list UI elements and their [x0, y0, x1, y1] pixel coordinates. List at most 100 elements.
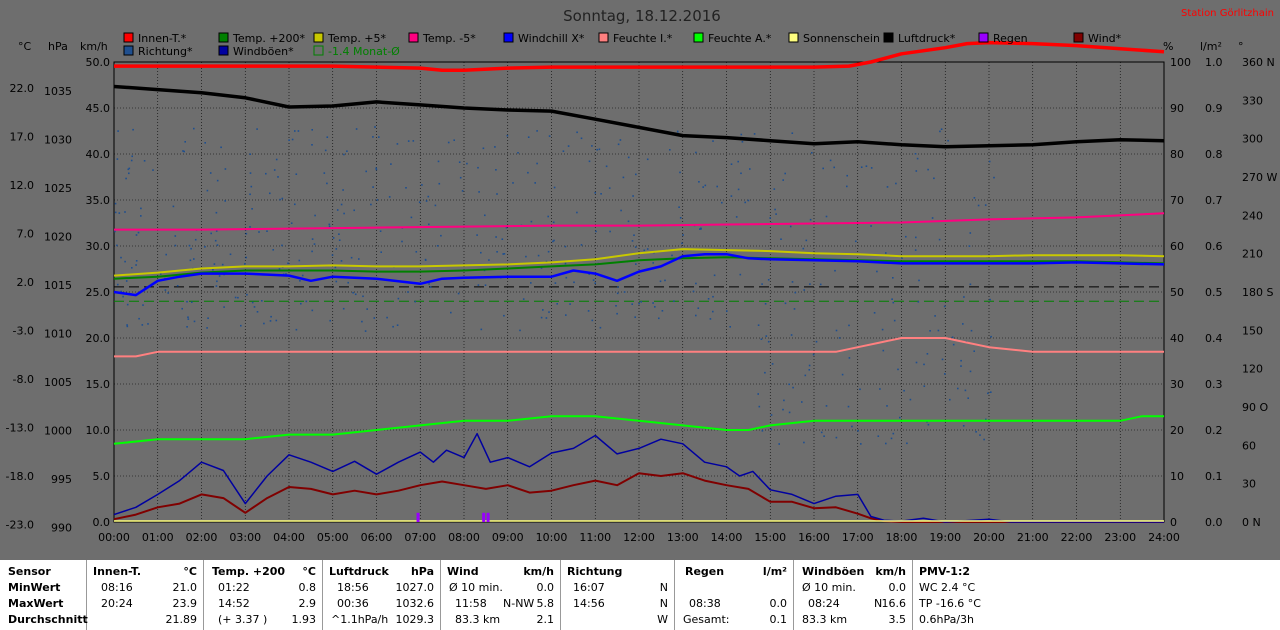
- innen-max-time: 20:24: [101, 597, 133, 610]
- richtung-point: [737, 160, 739, 163]
- richtung-point: [565, 314, 567, 316]
- richtung-point: [764, 303, 767, 305]
- richtung-point: [944, 373, 946, 375]
- richtung-point: [857, 430, 859, 432]
- richtung-point: [396, 143, 399, 145]
- richtung-point: [323, 172, 326, 174]
- regen-bar: [416, 512, 420, 522]
- richtung-point: [984, 204, 987, 206]
- richtung-point: [835, 329, 838, 332]
- richtung-point: [336, 209, 339, 211]
- richtung-point: [882, 349, 885, 352]
- richtung-point: [461, 190, 464, 192]
- richtung-point: [354, 293, 357, 296]
- richtung-point: [335, 248, 338, 250]
- richtung-point: [269, 192, 271, 195]
- y-tick-degree: 210: [1242, 248, 1263, 261]
- richtung-point: [459, 176, 462, 179]
- series-line-t200: [113, 256, 1165, 280]
- richtung-point: [778, 443, 780, 445]
- y-tick-hpa: 995: [51, 473, 72, 486]
- windboen-column: Windböen km/h Ø 10 min. 0.0 08:24 N 16.6…: [794, 560, 913, 630]
- x-tick-label: 01:00: [142, 531, 174, 544]
- richtung-point: [596, 148, 598, 151]
- richtung-point: [811, 152, 813, 154]
- richtung-point: [275, 158, 278, 161]
- richtung-point: [124, 211, 126, 213]
- x-tick-label: 16:00: [798, 531, 830, 544]
- richtung-point: [939, 130, 941, 133]
- series-line-windboen: [113, 432, 1164, 523]
- x-tick-label: 07:00: [404, 531, 436, 544]
- richtung-point: [916, 157, 919, 160]
- richtung-point: [412, 140, 415, 142]
- richtung-point: [659, 280, 662, 283]
- richtung-point: [287, 262, 289, 265]
- richtung-point: [300, 302, 302, 305]
- richtung-point: [989, 298, 991, 301]
- richtung-point: [780, 238, 782, 240]
- y-tick-percent: 40: [1170, 332, 1184, 345]
- chart-title: Sonntag, 18.12.2016: [563, 7, 721, 25]
- richtung-point: [885, 442, 887, 445]
- richtung-point: [587, 310, 590, 312]
- richtung-column: Richtung 16:07 N 14:56 N W: [561, 560, 675, 630]
- y-tick-degree: 150: [1242, 324, 1263, 337]
- richtung-point: [193, 258, 195, 260]
- legend-swatch: [123, 45, 134, 56]
- richtung-point: [848, 357, 851, 359]
- richtung-point: [737, 188, 740, 191]
- richtung-point: [918, 279, 920, 282]
- y-tick-lm2: 0.1: [1205, 470, 1223, 483]
- wind-max-value: 5.8: [536, 597, 555, 610]
- richtung-point: [770, 414, 773, 416]
- legend-label: Windchill X*: [518, 32, 585, 45]
- wind-column: Wind km/h Ø 10 min. 0.0 11:58 N-NW 5.8 8…: [441, 560, 561, 630]
- richtung-point: [886, 186, 889, 188]
- richtung-point: [298, 259, 301, 262]
- unit-lm2: l/m²: [1200, 40, 1222, 53]
- richtung-point: [545, 317, 548, 319]
- legend-label: Innen-T.*: [138, 32, 187, 45]
- richtung-point: [484, 214, 486, 217]
- richtung-point: [128, 172, 130, 175]
- richtung-point: [249, 226, 251, 228]
- richtung-point: [447, 141, 450, 144]
- richtung-point: [594, 192, 596, 194]
- richtung-point: [702, 186, 704, 188]
- richtung-point: [270, 315, 272, 318]
- richtung-point: [424, 259, 427, 261]
- weather-chart: 00:00 01:00 02:00 03:00 04:00 05:00 06:00 07:00…: [5, 7, 1278, 544]
- richtung-point: [530, 220, 533, 223]
- luftdruck-max-time: 00:36: [337, 597, 369, 610]
- y-tick-degree: 360 N: [1242, 56, 1275, 69]
- richtung-point: [758, 405, 761, 408]
- richtung-point: [137, 231, 140, 234]
- maxwert-label: MaxWert: [8, 597, 64, 610]
- y-tick-degree: 330: [1242, 94, 1263, 107]
- richtung-point: [488, 259, 490, 261]
- windboen-avg-value: 3.5: [888, 613, 907, 626]
- richtung-point: [892, 277, 894, 279]
- richtung-point: [130, 159, 133, 162]
- richtung-point: [437, 160, 440, 163]
- richtung-point: [127, 168, 130, 171]
- richtung-point: [263, 322, 265, 325]
- regen-total-value: 0.1: [769, 613, 788, 626]
- richtung-point: [915, 236, 917, 239]
- richtung-point: [258, 231, 260, 233]
- richtung-point: [213, 263, 216, 265]
- richtung-point: [926, 353, 929, 355]
- legend-swatch: [1073, 32, 1084, 43]
- unit-hpa: hPa: [48, 40, 68, 53]
- x-tick-label: 13:00: [667, 531, 699, 544]
- richtung-point: [588, 273, 590, 275]
- richtung-point: [713, 274, 716, 277]
- richtung-point: [331, 254, 334, 256]
- richtung-point: [879, 388, 881, 390]
- richtung-point: [838, 337, 841, 339]
- richtung-point: [757, 324, 760, 326]
- richtung-point: [281, 244, 283, 247]
- richtung-point: [979, 434, 981, 436]
- richtung-point: [216, 244, 219, 246]
